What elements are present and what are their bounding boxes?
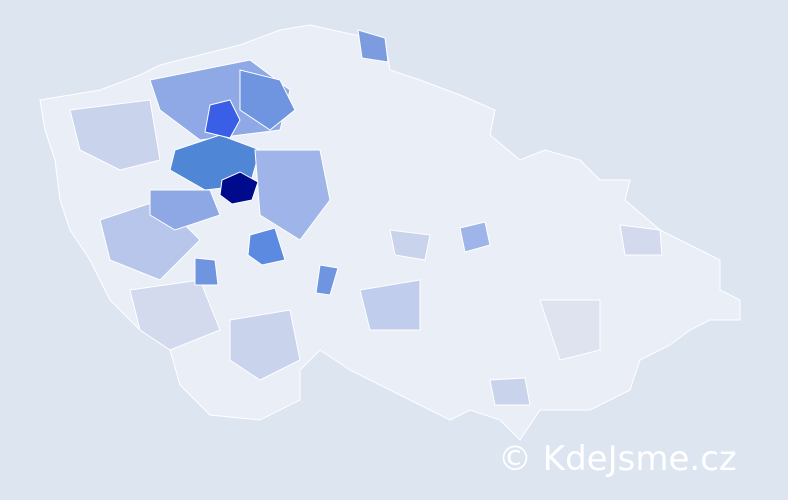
region	[194, 257, 219, 286]
region	[539, 299, 601, 361]
region	[619, 224, 663, 256]
region	[229, 309, 301, 381]
region	[459, 221, 491, 253]
region	[247, 227, 286, 266]
region	[149, 189, 221, 231]
watermark: © KdeJsme.cz	[498, 439, 737, 479]
region	[359, 279, 421, 331]
region	[204, 99, 241, 139]
region	[239, 69, 296, 131]
region	[254, 149, 331, 241]
region	[389, 229, 431, 261]
region	[489, 377, 531, 406]
region	[219, 171, 259, 205]
region	[315, 264, 339, 296]
region	[129, 279, 221, 351]
region	[69, 99, 161, 171]
region	[357, 29, 389, 63]
